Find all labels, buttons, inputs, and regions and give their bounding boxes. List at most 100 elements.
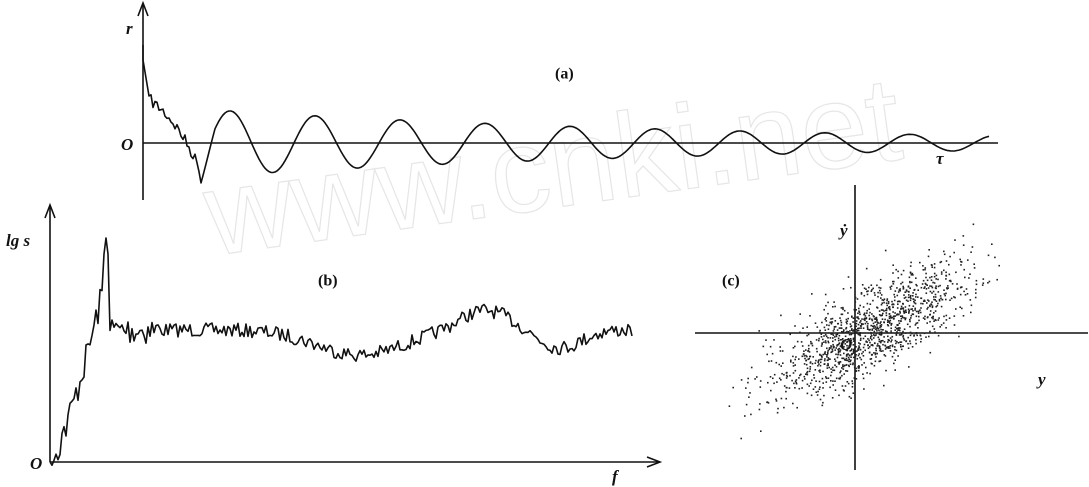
scatter-dot <box>878 333 881 336</box>
scatter-dot <box>871 328 874 330</box>
scatter-dot <box>840 321 843 324</box>
scatter-dot <box>924 268 926 271</box>
scatter-dot <box>879 349 881 352</box>
scatter-dot <box>829 347 832 349</box>
scatter-dot <box>830 371 833 373</box>
scatter-dot <box>950 280 952 283</box>
scatter-dot <box>911 346 914 348</box>
scatter-dot <box>872 322 875 325</box>
scatter-dot <box>831 397 834 399</box>
scatter-dot <box>891 355 894 358</box>
scatter-dot <box>872 325 875 328</box>
scatter-dot <box>955 271 957 274</box>
scatter-dot <box>942 322 945 324</box>
scatter-dot <box>874 342 876 344</box>
scatter-dot <box>878 314 881 316</box>
scatter-dot <box>959 293 962 296</box>
scatter-dot <box>947 285 949 287</box>
scatter-dot <box>900 333 903 335</box>
scatter-dot <box>886 330 888 333</box>
scatter-dot <box>826 367 829 369</box>
scatter-dot <box>847 312 849 314</box>
scatter-dot <box>815 347 818 350</box>
scatter-dot <box>824 351 826 353</box>
scatter-dot <box>832 334 835 336</box>
scatter-dot <box>982 282 985 284</box>
scatter-dot <box>931 316 933 319</box>
scatter-dot <box>880 334 883 336</box>
scatter-dot <box>873 327 875 330</box>
scatter-dot <box>865 317 868 319</box>
scatter-dot <box>820 358 823 361</box>
scatter-dot <box>829 358 831 360</box>
scatter-dot <box>961 307 963 310</box>
scatter-dot <box>807 358 809 361</box>
scatter-dot <box>871 334 873 337</box>
scatter-dot <box>929 305 931 308</box>
scatter-dot <box>917 289 919 291</box>
scatter-dot <box>907 308 910 311</box>
scatter-dot <box>903 339 906 341</box>
scatter-dot <box>818 337 820 340</box>
scatter-dot <box>912 295 914 297</box>
scatter-dot <box>876 306 878 309</box>
scatter-dot <box>815 359 817 362</box>
scatter-dot <box>858 369 860 372</box>
scatter-dot <box>873 364 876 367</box>
scatter-dot <box>882 299 885 302</box>
scatter-dot <box>845 353 848 356</box>
scatter-dot <box>871 329 873 331</box>
scatter-dot <box>897 303 899 305</box>
scatter-dot <box>830 368 832 370</box>
scatter-dot <box>915 293 917 296</box>
scatter-dot <box>778 363 780 366</box>
scatter-dot <box>939 326 941 328</box>
scatter-dot <box>926 279 929 282</box>
scatter-dot <box>782 362 784 364</box>
scatter-dot <box>881 318 884 320</box>
scatter-dot <box>794 345 796 348</box>
scatter-dot <box>841 313 844 316</box>
scatter-dot <box>903 317 905 319</box>
scatter-dot <box>973 267 976 269</box>
scatter-dot <box>848 360 850 363</box>
scatter-dot <box>798 377 800 379</box>
scatter-dot <box>780 379 782 381</box>
scatter-dot <box>951 283 954 285</box>
scatter-dot <box>975 283 978 286</box>
scatter-dot <box>850 341 853 344</box>
scatter-dot <box>863 312 866 315</box>
scatter-dot <box>933 312 935 314</box>
scatter-dot <box>963 268 965 271</box>
scatter-dot <box>806 355 808 358</box>
scatter-dot <box>878 347 881 349</box>
scatter-dot <box>854 327 856 330</box>
scatter-dot <box>801 387 803 389</box>
scatter-dot <box>909 265 912 267</box>
scatter-dot <box>799 374 801 377</box>
scatter-dot <box>861 323 863 326</box>
scatter-dot <box>871 338 873 341</box>
scatter-dot <box>844 339 847 342</box>
scatter-dot <box>740 379 743 381</box>
scatter-dot <box>885 314 888 317</box>
scatter-dot <box>903 294 905 296</box>
scatter-dot <box>837 322 839 325</box>
scatter-dot <box>836 344 839 346</box>
scatter-dot <box>769 345 772 348</box>
scatter-dot <box>852 321 854 323</box>
scatter-dot <box>908 309 910 312</box>
scatter-dot <box>890 322 893 325</box>
scatter-dot <box>811 293 813 295</box>
scatter-dot <box>821 377 824 380</box>
scatter-dot <box>918 319 920 322</box>
scatter-dot <box>852 330 854 332</box>
scatter-dot <box>809 362 812 364</box>
scatter-dot <box>895 349 898 352</box>
scatter-dot <box>827 337 829 339</box>
scatter-dot <box>900 341 903 343</box>
scatter-dot <box>914 299 916 302</box>
scatter-dot <box>785 374 788 377</box>
scatter-dot <box>953 296 955 298</box>
scatter-dot <box>911 272 914 275</box>
